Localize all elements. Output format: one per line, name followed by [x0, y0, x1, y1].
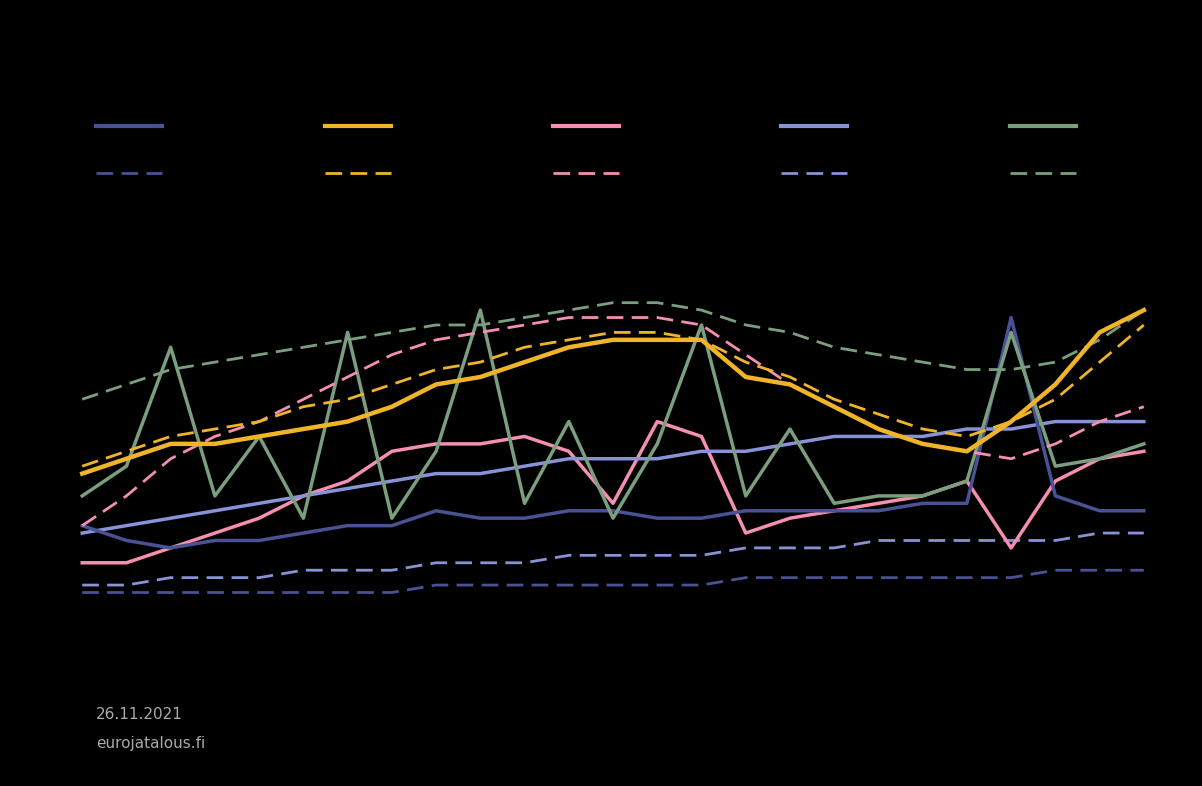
Text: 26.11.2021: 26.11.2021 — [96, 707, 183, 722]
Text: eurojatalous.fi: eurojatalous.fi — [96, 736, 206, 751]
